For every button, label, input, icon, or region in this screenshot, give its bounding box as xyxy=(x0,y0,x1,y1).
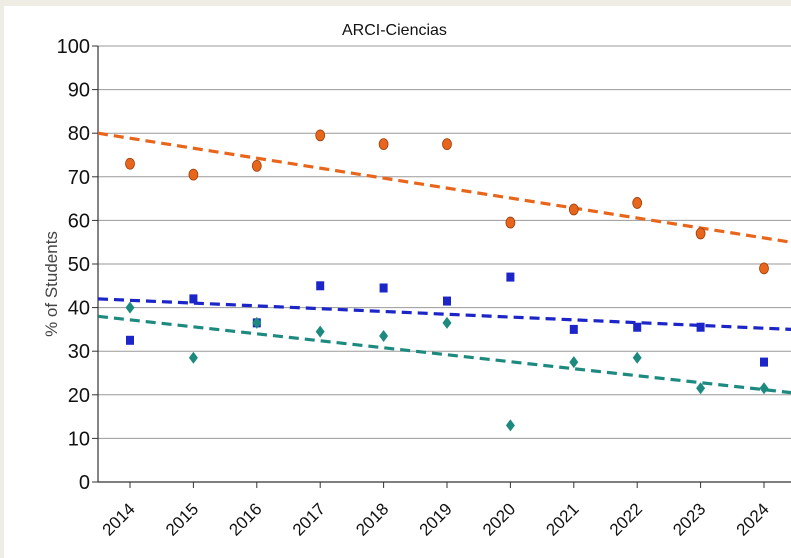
data-point xyxy=(316,281,325,291)
data-point xyxy=(760,357,768,367)
y-tick-label: 80 xyxy=(68,123,90,145)
data-point xyxy=(569,356,579,369)
data-point xyxy=(442,138,452,151)
data-point xyxy=(125,301,135,314)
data-point xyxy=(696,322,705,332)
data-point xyxy=(188,351,198,364)
data-point xyxy=(252,316,262,329)
x-tick-label: 2024 xyxy=(733,499,773,539)
trend-line-1 xyxy=(97,131,791,244)
data-point xyxy=(759,262,769,275)
x-tick-label: 2015 xyxy=(162,499,202,539)
x-tick-label: 2016 xyxy=(225,499,265,539)
y-tick-label: 70 xyxy=(68,167,90,189)
data-point xyxy=(506,272,515,282)
y-tick-label: 30 xyxy=(68,341,90,363)
data-point xyxy=(632,351,642,364)
x-tick-label: 2021 xyxy=(542,499,582,539)
x-tick-label: 2023 xyxy=(669,499,709,539)
y-tick-label: 90 xyxy=(68,80,90,102)
data-point xyxy=(315,325,325,338)
data-point xyxy=(695,227,706,240)
data-point xyxy=(442,316,452,329)
data-point xyxy=(443,296,451,306)
x-tick-label: 2018 xyxy=(352,499,392,539)
chart-plot: 0 10 20 30 40 50 60 70 80 90 100 2014 2015 2016 2017 20… xyxy=(57,36,791,540)
x-tick-label: 2022 xyxy=(606,499,646,539)
data-point xyxy=(315,129,326,142)
data-point xyxy=(759,382,769,395)
data-point xyxy=(505,216,516,229)
data-point xyxy=(696,382,706,395)
chart-title: ARCI-Ciencias xyxy=(342,22,447,39)
data-point xyxy=(378,138,389,151)
trend-line-2 xyxy=(97,297,791,331)
data-point xyxy=(251,159,262,172)
data-point xyxy=(379,283,388,293)
x-tick-label: 2020 xyxy=(479,499,519,539)
trend-line-3 xyxy=(97,314,791,395)
data-point xyxy=(188,168,199,181)
chart-frame: 0 10 20 30 40 50 60 70 80 90 100 2014 2015 2016 2017 20… xyxy=(4,6,791,558)
y-tick-label: 60 xyxy=(68,210,90,232)
x-tick-label: 2019 xyxy=(416,499,456,539)
data-point xyxy=(125,157,135,170)
data-point xyxy=(379,329,389,342)
x-tick-label: 2014 xyxy=(99,499,139,539)
data-point xyxy=(632,197,643,209)
x-tick-label: 2017 xyxy=(289,499,329,539)
data-point xyxy=(126,335,134,345)
y-tick-label: 20 xyxy=(68,385,90,407)
y-tick-label: 50 xyxy=(68,254,90,276)
y-tick-label: 40 xyxy=(68,298,90,320)
data-point xyxy=(568,203,579,216)
data-point xyxy=(505,419,515,432)
y-tick-label: 100 xyxy=(57,36,90,58)
y-tick-label: 0 xyxy=(79,472,90,494)
data-point xyxy=(189,294,198,304)
y-axis-title: % of Students xyxy=(42,231,61,337)
y-tick-label: 10 xyxy=(68,428,90,450)
data-point xyxy=(569,324,578,334)
data-point xyxy=(633,322,642,332)
